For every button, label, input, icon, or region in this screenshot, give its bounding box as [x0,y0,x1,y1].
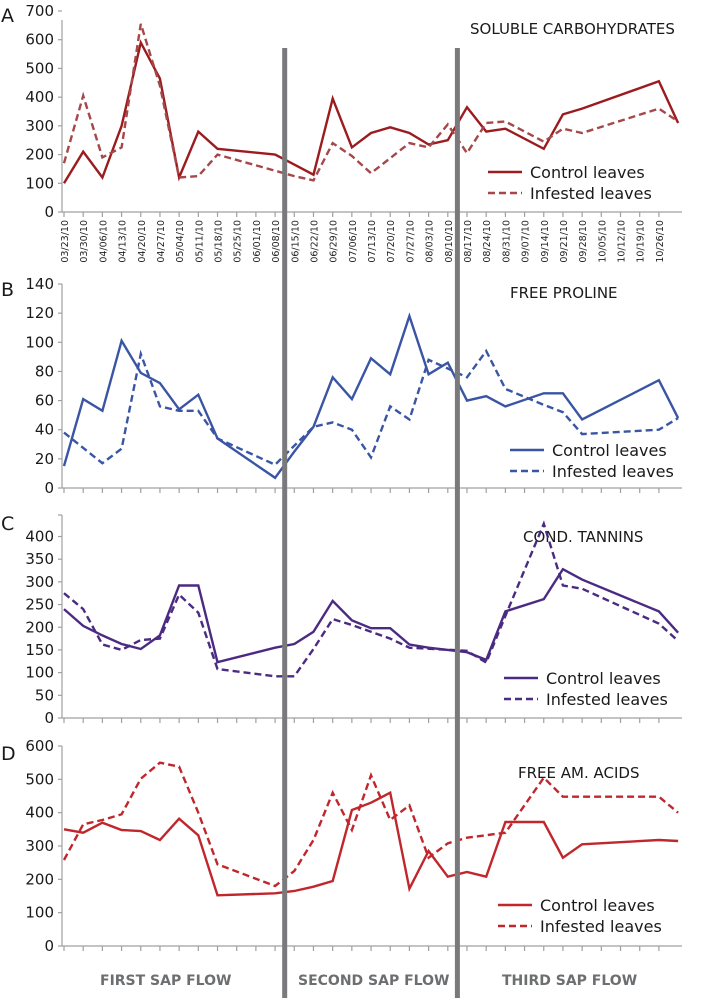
x-tick-label: 07/13/10 [367,220,378,263]
x-tick-label: 07/06/10 [348,220,359,263]
panel-letter: C [1,513,14,535]
x-tick-label: 03/30/10 [79,220,90,263]
legend-label-infested: Infested leaves [540,917,662,936]
y-tick-label: 400 [25,528,54,546]
y-tick-label: 250 [25,596,54,614]
series-line-infested [63,348,679,467]
y-tick-label: 0 [44,709,54,727]
x-tick-label: 09/28/10 [578,220,589,263]
x-tick-label: 08/17/10 [463,220,474,263]
y-tick-label: 300 [25,837,54,855]
x-tick-label: 09/07/10 [521,220,532,263]
y-tick-label: 50 [35,686,54,704]
y-tick-label: 0 [44,937,54,955]
x-tick-label: 06/08/10 [271,220,282,263]
panel-letter: A [1,5,14,27]
y-tick-label: 700 [25,2,54,20]
legend-label-control: Control leaves [552,441,667,460]
x-tick-label: 08/31/10 [501,220,512,263]
y-tick-label: 20 [35,450,54,468]
x-tick-label: 09/14/10 [540,220,551,263]
y-tick-label: 0 [44,479,54,497]
x-tick-label: 09/21/10 [559,220,570,263]
x-tick-label: 08/24/10 [482,220,493,263]
x-tick-label: 05/25/10 [233,220,244,263]
y-tick-label: 600 [25,737,54,755]
y-tick-label: 0 [44,203,54,221]
series-line-infested [62,761,679,888]
x-tick-label: 10/26/10 [655,220,666,263]
x-tick-label: 08/03/10 [425,220,436,263]
panel-title: SOLUBLE CARBOHYDRATES [470,20,675,38]
flow-label-first: FIRST SAP FLOW [100,973,231,989]
x-tick-label: 04/27/10 [156,220,167,263]
panel-title: COND. TANNINS [523,528,643,546]
x-tick-label: 10/12/10 [617,220,628,263]
x-tick-label: 04/20/10 [137,220,148,263]
series-line-control [62,39,680,184]
x-tick-label: 04/13/10 [118,220,129,263]
series-line-control [63,567,679,664]
y-tick-label: 140 [25,275,54,293]
y-tick-label: 400 [25,88,54,106]
series-line-infested [62,23,679,182]
series-line-control [63,790,679,897]
panel-a: 0 100 200 300 400 500 600 700 03/23/10 03/30/10 04… [1,2,682,263]
x-tick-label: 05/04/10 [175,220,186,263]
x-tick-label: 06/01/10 [252,220,263,263]
x-tick-label: 05/11/10 [194,220,205,263]
y-tick-label: 100 [25,174,54,192]
x-tick-label: 07/27/10 [405,220,416,263]
y-tick-label: 350 [25,550,54,568]
panel-c: 0 50 100 150 200 250 300 350 400 C COND. TANNINS Co… [1,513,682,727]
y-tick-label: 150 [25,641,54,659]
y-tick-label: 600 [25,31,54,49]
legend-label-infested: Infested leaves [530,184,652,203]
y-tick-label: 200 [25,870,54,888]
y-tick-label: 200 [25,618,54,636]
x-tick-label: 06/29/10 [329,220,340,263]
y-tick-label: 120 [25,304,54,322]
legend-label-infested: Infested leaves [552,462,674,481]
panel-title: FREE AM. ACIDS [518,764,639,782]
panel-d: 0 100 200 300 400 500 600 D FREE AM. ACIDS Contro… [1,737,682,955]
y-tick-label: 100 [25,904,54,922]
panel-letter: B [1,279,14,301]
legend-label-control: Control leaves [540,896,655,915]
panel-title: FREE PROLINE [510,284,618,302]
x-tick-label: 07/20/10 [386,220,397,263]
flow-label-second: SECOND SAP FLOW [298,973,449,989]
x-tick-label: 10/19/10 [636,220,647,263]
x-tick-label: 08/10/10 [444,220,455,263]
y-tick-label: 400 [25,804,54,822]
y-tick-label: 100 [25,664,54,682]
sap-flow-divider-2 [454,48,460,998]
y-tick-label: 60 [35,392,54,410]
y-tick-label: 200 [25,146,54,164]
series-line-control [62,312,680,480]
flow-label-third: THIRD SAP FLOW [502,973,637,989]
panel-letter: D [1,743,16,765]
x-tick-label: 03/23/10 [60,220,71,263]
y-tick-label: 100 [25,333,54,351]
legend-label-infested: Infested leaves [546,690,668,709]
y-tick-label: 300 [25,117,54,135]
legend-label-control: Control leaves [546,669,661,688]
y-tick-label: 500 [25,59,54,77]
legend-label-control: Control leaves [530,163,645,182]
x-tick-label: 06/22/10 [309,220,320,263]
panel-b: 0 20 40 60 80 100 120 140 B FREE PROLINE Control l… [1,275,682,497]
y-tick-label: 500 [25,770,54,788]
x-tick-label: 04/06/10 [98,220,109,263]
series-line-infested [63,520,679,678]
x-tick-label: 05/18/10 [214,220,225,263]
x-tick-label: 10/05/10 [597,220,608,263]
y-tick-label: 300 [25,573,54,591]
y-tick-label: 40 [35,421,54,439]
x-tick-label: 06/15/10 [290,220,301,263]
sap-flow-divider-1 [282,48,288,998]
y-tick-label: 80 [35,362,54,380]
